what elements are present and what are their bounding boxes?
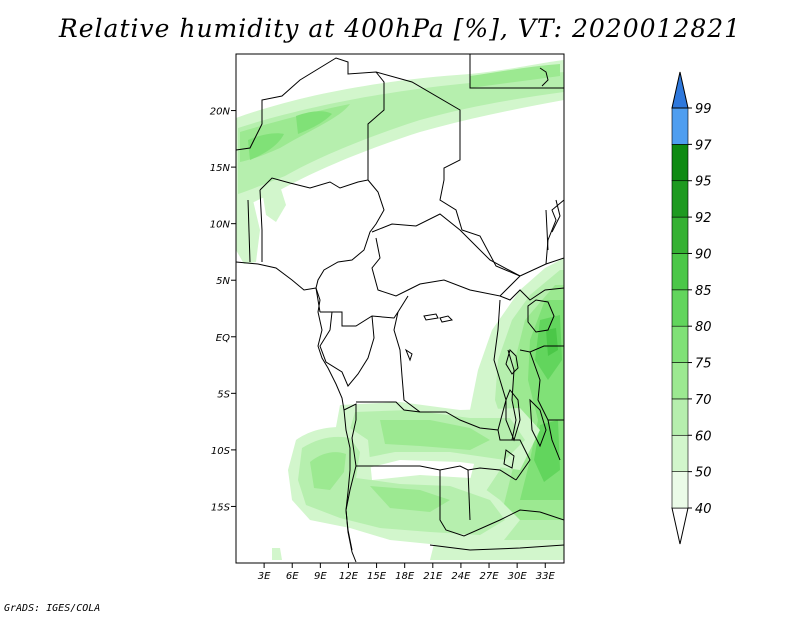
humidity-fill-layer	[236, 60, 564, 560]
humidity-band-north-core	[238, 72, 564, 194]
colorbar-label: 60	[695, 429, 712, 444]
lon-tick-label: 21E	[423, 571, 443, 582]
colorbar-label: 75	[695, 357, 712, 372]
lat-tick-label: 15S	[211, 502, 231, 513]
lon-tick-label: 3E	[258, 571, 271, 582]
colorbar-segment	[671, 325, 689, 363]
colorbar-label: 70	[695, 393, 712, 408]
colorbar-segment	[671, 434, 689, 472]
lon-tick-label: 12E	[339, 571, 359, 582]
colorbar-segment	[671, 144, 689, 182]
colorbar-label: 95	[695, 175, 712, 190]
colorbar-segment	[671, 253, 689, 291]
lat-tick-label: 15N	[210, 163, 231, 174]
colorbar-max-arrow	[671, 71, 689, 109]
lon-tick-label: 24E	[451, 571, 471, 582]
colorbar-label: 92	[695, 211, 712, 226]
longitude-axis: 3E 6E 9E 12E 15E 18E 21E 24E 27E 30E 33E	[258, 563, 556, 582]
colorbar-label: 99	[695, 102, 712, 117]
lon-tick-label: 15E	[367, 571, 387, 582]
colorbar-segment	[671, 180, 689, 218]
lon-tick-label: 30E	[508, 571, 528, 582]
lat-tick-label: 5S	[217, 389, 230, 400]
colorbar-label: 40	[695, 502, 712, 517]
colorbar-segment	[671, 398, 689, 436]
colorbar-segment	[671, 216, 689, 254]
colorbar-label: 85	[695, 284, 712, 299]
lon-tick-label: 18E	[395, 571, 415, 582]
colorbar-label: 50	[695, 466, 712, 481]
colorbar-label: 97	[695, 138, 712, 153]
lat-tick-label: 10N	[210, 220, 231, 231]
colorbar-segment	[671, 289, 689, 327]
lat-tick-label: 5N	[216, 276, 230, 287]
colorbar-segment	[671, 107, 689, 145]
lat-tick-label: 10S	[211, 446, 231, 457]
colorbar-label: 80	[695, 320, 712, 335]
lon-tick-label: 27E	[480, 571, 500, 582]
colorbar: 40 50 60 70 75 80 85 90 92 95 97 99	[671, 71, 712, 545]
lat-tick-label: EQ	[216, 333, 230, 344]
country-borders	[236, 54, 564, 563]
colorbar-segment	[671, 362, 689, 400]
lat-tick-label: 20N	[210, 107, 231, 118]
lon-tick-label: 6E	[286, 571, 299, 582]
latitude-axis: 20N 15N 10N 5N EQ 5S 10S 15S	[210, 107, 236, 513]
colorbar-min-arrow	[671, 507, 689, 545]
lon-tick-label: 33E	[536, 571, 556, 582]
chart-title: Relative humidity at 400hPa [%], VT: 202…	[58, 14, 742, 43]
lon-tick-label: 9E	[314, 571, 327, 582]
map-frame	[235, 53, 565, 564]
grads-credit: GrADS: IGES/COLA	[4, 603, 101, 614]
colorbar-segment	[671, 471, 689, 509]
colorbar-label: 90	[695, 247, 712, 262]
